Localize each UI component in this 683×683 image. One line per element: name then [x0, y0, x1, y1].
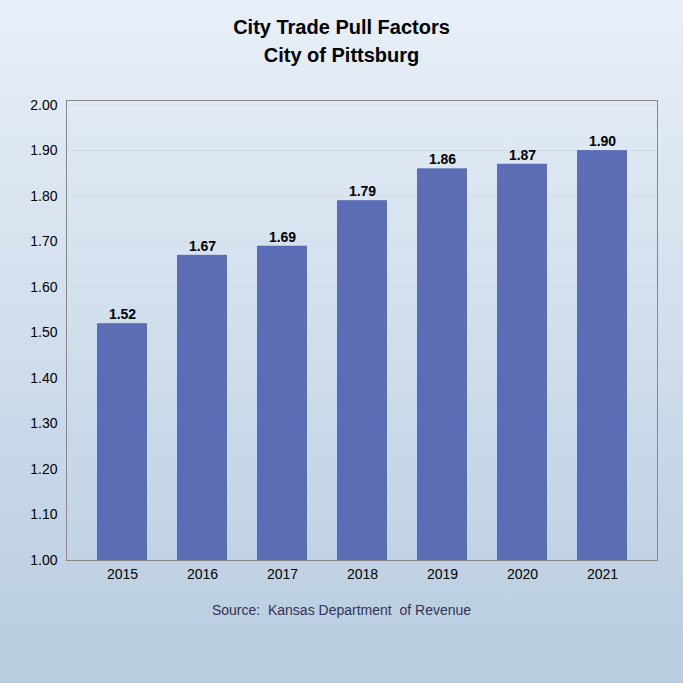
svg-text:1.50: 1.50	[30, 324, 57, 340]
svg-text:2016: 2016	[187, 566, 218, 582]
svg-text:1.20: 1.20	[30, 461, 57, 477]
svg-text:1.40: 1.40	[30, 370, 57, 386]
svg-text:1.86: 1.86	[429, 151, 456, 167]
svg-text:1.67: 1.67	[189, 238, 216, 254]
svg-text:1.00: 1.00	[30, 552, 57, 568]
html-text:Source: Kansas Department of R: Source: Kansas Department of Revenue	[211, 602, 472, 618]
svg-text:2015: 2015	[107, 566, 138, 582]
svg-text:1.60: 1.60	[30, 279, 57, 295]
html-text:City Trade Pull Factors: City Trade Pull Factors	[233, 16, 450, 38]
svg-text:1.10: 1.10	[30, 506, 57, 522]
html-text:City of Pittsburg: City of Pittsburg	[263, 44, 420, 66]
svg-text:1.90: 1.90	[30, 142, 57, 158]
svg-text:1.69: 1.69	[269, 229, 296, 245]
svg-text:1.52: 1.52	[109, 306, 136, 322]
svg-text:1.87: 1.87	[509, 147, 536, 163]
svg-text:2021: 2021	[587, 566, 618, 582]
svg-text:2018: 2018	[347, 566, 378, 582]
svg-text:1.70: 1.70	[30, 233, 57, 249]
svg-text:1.30: 1.30	[30, 415, 57, 431]
svg-text:2019: 2019	[427, 566, 458, 582]
svg-text:2.00: 2.00	[30, 97, 57, 113]
svg-text:2017: 2017	[267, 566, 298, 582]
svg-text:1.79: 1.79	[349, 183, 376, 199]
svg-text:1.90: 1.90	[589, 133, 616, 149]
svg-text:1.80: 1.80	[30, 188, 57, 204]
svg-text:2020: 2020	[507, 566, 538, 582]
